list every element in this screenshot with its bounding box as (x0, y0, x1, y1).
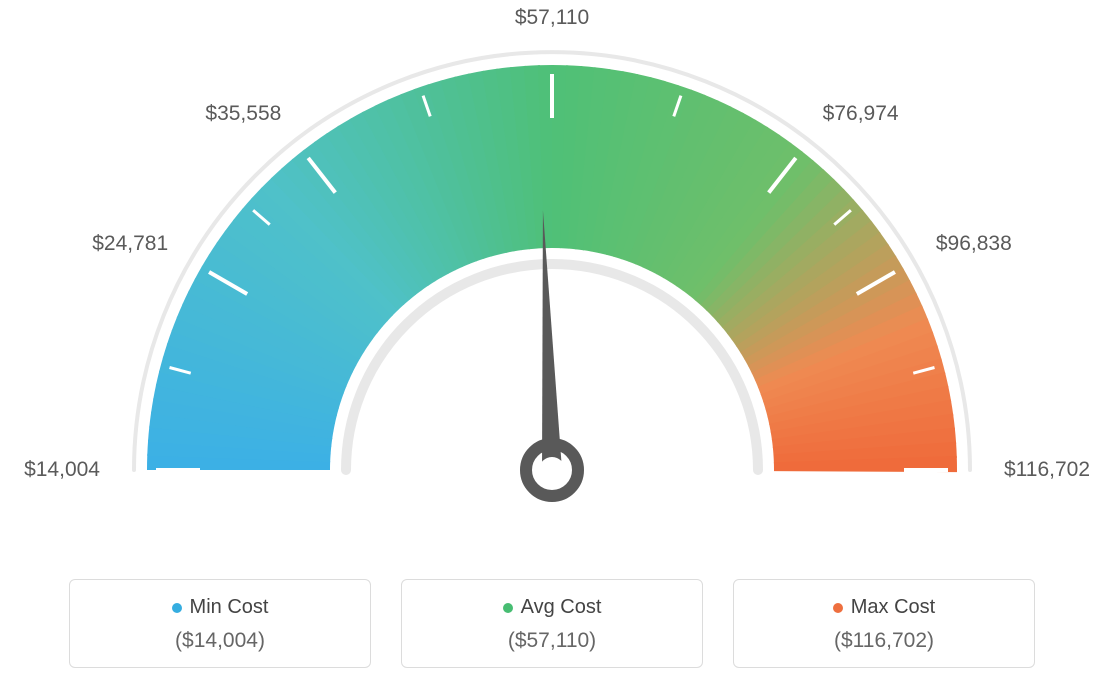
scale-label: $14,004 (24, 458, 100, 482)
legend-min-dot (172, 603, 182, 613)
legend-row: Min Cost ($14,004) Avg Cost ($57,110) Ma… (0, 579, 1104, 668)
legend-avg-value: ($57,110) (402, 629, 702, 653)
legend-max-dot (833, 603, 843, 613)
legend-avg-box: Avg Cost ($57,110) (401, 579, 703, 668)
cost-gauge-chart: $14,004 $24,781 $35,558 $57,110 $76,974 $96,8… (0, 0, 1104, 690)
legend-min-value: ($14,004) (70, 629, 370, 653)
gauge-svg (0, 0, 1104, 540)
legend-max-label: Max Cost (851, 596, 935, 619)
legend-min-box: Min Cost ($14,004) (69, 579, 371, 668)
legend-avg-label: Avg Cost (521, 596, 602, 619)
legend-min-label: Min Cost (190, 596, 269, 619)
legend-max-box: Max Cost ($116,702) (733, 579, 1035, 668)
scale-label: $96,838 (936, 232, 1012, 256)
scale-label: $57,110 (515, 6, 589, 30)
legend-avg-dot (503, 603, 513, 613)
scale-label: $24,781 (92, 232, 168, 256)
scale-label: $35,558 (205, 102, 281, 126)
scale-label: $116,702 (1004, 458, 1090, 482)
gauge-area: $14,004 $24,781 $35,558 $57,110 $76,974 $96,8… (0, 0, 1104, 530)
legend-max-value: ($116,702) (734, 629, 1034, 653)
legend-min-title: Min Cost (70, 596, 370, 619)
legend-avg-title: Avg Cost (402, 596, 702, 619)
legend-max-title: Max Cost (734, 596, 1034, 619)
scale-label: $76,974 (823, 102, 899, 126)
